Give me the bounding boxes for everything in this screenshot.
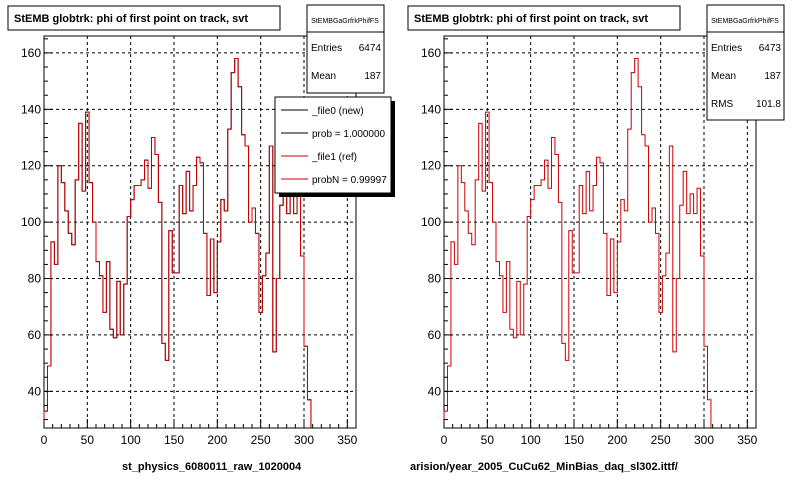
left-x-axis-label: st_physics_6080011_raw_1020004 bbox=[122, 461, 302, 473]
right-x-ticks: 0 50 100 150 200 250 300 350 bbox=[441, 419, 758, 447]
right-x-axis-label: arision/year_2005_CuCu62_MinBias_daq_sl3… bbox=[410, 461, 678, 473]
x-tick-label: 150 bbox=[164, 433, 184, 447]
y-tick-label: 120 bbox=[421, 159, 441, 173]
x-tick-label: 50 bbox=[81, 433, 95, 447]
left-stats-name: StEMBGaGrfrkPhifFS bbox=[311, 18, 379, 25]
x-tick-label: 0 bbox=[441, 433, 448, 447]
legend-label: prob = 1.000000 bbox=[312, 129, 386, 140]
legend-label: _file0 (new) bbox=[311, 106, 364, 117]
y-tick-label: 120 bbox=[21, 159, 41, 173]
legend-entry: probN = 0.99997 bbox=[281, 175, 387, 186]
right-stats-entries-value: 6473 bbox=[759, 43, 782, 54]
y-tick-label: 100 bbox=[421, 215, 441, 229]
left-stats-box bbox=[306, 4, 385, 94]
legend-entry: _file0 (new) bbox=[281, 106, 364, 117]
right-histogram bbox=[443, 58, 712, 428]
x-tick-label: 100 bbox=[521, 433, 541, 447]
right-stats-mean-label: Mean bbox=[711, 71, 736, 82]
x-tick-label: 150 bbox=[564, 433, 584, 447]
right-y-ticks: 40 60 80 100 120 140 160 bbox=[421, 38, 453, 421]
x-tick-label: 200 bbox=[207, 433, 227, 447]
y-tick-label: 60 bbox=[28, 328, 42, 342]
right-stats-name: StEMBGaGrfrkPhifFS bbox=[711, 18, 779, 25]
legend-background bbox=[274, 96, 392, 194]
x-tick-label: 350 bbox=[737, 433, 757, 447]
y-tick-label: 40 bbox=[28, 384, 42, 398]
x-tick-label: 200 bbox=[607, 433, 627, 447]
left-frame bbox=[43, 35, 357, 429]
right-panel: 0 50 100 150 200 250 300 350 40 60 80 100 120 140 160… bbox=[407, 4, 785, 473]
right-chart-title: StEMB globtrk: phi of first point on tra… bbox=[414, 13, 648, 25]
left-title-box bbox=[7, 5, 281, 31]
left-y-ticks: 40 60 80 100 120 140 160 bbox=[21, 38, 53, 421]
y-tick-label: 160 bbox=[421, 46, 441, 60]
legend-label: _file1 (ref) bbox=[311, 152, 357, 163]
left-histogram bbox=[43, 58, 312, 428]
left-panel: 0 50 100 150 200 250 300 350 40 60 80 100 120 140 160… bbox=[7, 4, 395, 473]
histogram-series-line bbox=[443, 58, 712, 428]
x-tick-label: 300 bbox=[694, 433, 714, 447]
histogram-series-line bbox=[43, 58, 312, 428]
y-tick-label: 40 bbox=[428, 384, 442, 398]
legend-entry: _file1 (ref) bbox=[281, 152, 357, 163]
x-tick-label: 50 bbox=[481, 433, 495, 447]
x-tick-label: 0 bbox=[41, 433, 48, 447]
legend-entry: prob = 1.000000 bbox=[281, 129, 386, 140]
y-tick-label: 80 bbox=[28, 272, 42, 286]
y-tick-label: 80 bbox=[428, 272, 442, 286]
y-tick-label: 60 bbox=[428, 328, 442, 342]
right-gridlines bbox=[444, 36, 756, 428]
right-stats-entries-label: Entries bbox=[711, 43, 742, 54]
legend-box: _file0 (new) prob = 1.000000 _file1 (ref… bbox=[274, 96, 395, 197]
legend-label: probN = 0.99997 bbox=[312, 175, 387, 186]
left-stats-mean-label: Mean bbox=[311, 71, 336, 82]
left-stats-mean-value: 187 bbox=[364, 71, 381, 82]
y-tick-label: 140 bbox=[421, 102, 441, 116]
right-stats-rms-value: 101.8 bbox=[756, 99, 781, 110]
y-tick-label: 160 bbox=[21, 46, 41, 60]
left-chart-title: StEMB globtrk: phi of first point on tra… bbox=[14, 13, 248, 25]
right-title-box bbox=[407, 5, 681, 31]
x-tick-label: 350 bbox=[337, 433, 357, 447]
x-tick-label: 100 bbox=[121, 433, 141, 447]
y-tick-label: 100 bbox=[21, 215, 41, 229]
right-stats-mean-value: 187 bbox=[764, 71, 781, 82]
x-tick-label: 250 bbox=[651, 433, 671, 447]
y-tick-label: 140 bbox=[21, 102, 41, 116]
right-stats-rms-label: RMS bbox=[711, 99, 734, 110]
left-stats-entries-value: 6474 bbox=[359, 43, 382, 54]
x-tick-label: 250 bbox=[251, 433, 271, 447]
left-x-ticks: 0 50 100 150 200 250 300 350 bbox=[41, 419, 358, 447]
right-stats-box bbox=[706, 4, 785, 121]
x-tick-label: 300 bbox=[294, 433, 314, 447]
left-stats-entries-label: Entries bbox=[311, 43, 342, 54]
